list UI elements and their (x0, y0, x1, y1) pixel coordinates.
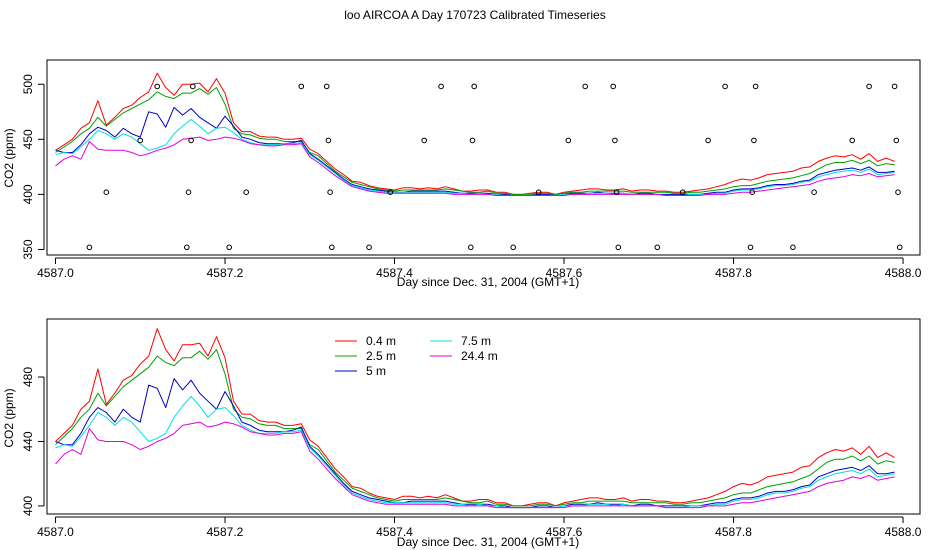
top-x-tick-label: 4588.0 (885, 266, 922, 280)
top-y-tick-label: 350 (21, 239, 35, 259)
top-marker-point (154, 83, 160, 90)
top-marker-point (679, 189, 686, 195)
bottom-y-tick-label: 440 (21, 431, 35, 451)
top-panel: 4587.0 4587.2 4587.4 4587.6 4587.8 4588.0 350… (2, 59, 922, 289)
top-marker-point (185, 189, 192, 195)
top-marker-point (849, 137, 856, 144)
top-marker-point (751, 137, 757, 144)
top-marker-point (896, 244, 903, 251)
top-marker-point (421, 137, 428, 144)
top-markers-group (86, 83, 903, 251)
top-marker-point (749, 189, 756, 195)
top-plot-frame (46, 59, 921, 256)
top-y-tick-label: 450 (21, 129, 35, 149)
bottom-x-tick-label: 4587.0 (37, 525, 74, 539)
top-marker-point (705, 137, 711, 144)
top-marker-point (226, 244, 232, 251)
bottom-plot-frame (46, 318, 921, 515)
top-marker-point (722, 83, 728, 90)
top-marker-point (535, 189, 542, 195)
top-x-tick-label: 4587.6 (546, 266, 583, 280)
top-marker-point (329, 244, 335, 251)
top-series-line-5-m (55, 106, 895, 196)
top-marker-point (752, 83, 759, 90)
bottom-x-tick-label: 4588.0 (885, 525, 922, 539)
bottom-x-tick-label: 4587.2 (207, 525, 244, 539)
chart-title: loo AIRCOA A Day 170723 Calibrated Times… (344, 8, 605, 22)
bottom-y-tick-label: 480 (21, 367, 35, 387)
bottom-x-tick-label: 4587.4 (376, 525, 413, 539)
top-series-line-2-5-m (55, 87, 895, 195)
legend-label-2-5m: 2.5 m (366, 349, 396, 363)
top-marker-point (468, 244, 474, 251)
top-marker-point (654, 244, 661, 251)
legend-label-5m: 5 m (366, 364, 386, 378)
top-y-tick-label: 400 (21, 184, 35, 204)
legend: 0.4 m 2.5 m 5 m 7.5 m 24.4 m (335, 334, 498, 378)
top-marker-point (327, 189, 333, 195)
top-marker-point (103, 189, 110, 195)
top-x-tick-label: 4587.4 (376, 266, 413, 280)
legend-label-24-4m: 24.4 m (461, 349, 498, 363)
top-marker-point (366, 244, 372, 251)
bottom-x-tick-label: 4587.6 (546, 525, 583, 539)
bottom-y-axis-label: CO2 (ppm) (2, 388, 16, 447)
top-marker-point (612, 137, 618, 144)
top-marker-point (190, 83, 196, 90)
top-marker-point (893, 137, 900, 144)
legend-label-0-4m: 0.4 m (366, 334, 396, 348)
bottom-series-line-2-5-m (55, 349, 895, 507)
top-marker-point (243, 189, 249, 195)
top-marker-point (184, 244, 190, 251)
top-x-tick-label: 4587.0 (37, 266, 74, 280)
top-marker-point (298, 83, 305, 90)
top-marker-point (613, 189, 620, 195)
top-marker-point (610, 83, 617, 90)
bottom-x-tick-label: 4587.8 (715, 525, 752, 539)
top-marker-point (866, 83, 872, 90)
top-marker-point (582, 83, 589, 90)
top-marker-point (438, 83, 444, 90)
bottom-y-tick-label: 400 (21, 496, 35, 516)
top-marker-point (471, 83, 478, 90)
top-marker-point (891, 83, 898, 90)
bottom-x-axis-label: Day since Dec. 31, 2004 (GMT+1) (397, 535, 579, 549)
bottom-series-group (55, 328, 895, 509)
bottom-y-axis: 400 440 480 (21, 367, 45, 516)
bottom-series-line-5-m (55, 378, 895, 509)
top-y-tick-label: 500 (21, 74, 35, 94)
bottom-series-line-0-4-m (55, 328, 895, 507)
top-y-axis: 350 400 450 500 (21, 74, 45, 260)
top-marker-point (510, 244, 517, 251)
top-marker-point (469, 137, 476, 144)
top-x-tick-label: 4587.8 (715, 266, 752, 280)
top-marker-point (790, 244, 796, 251)
bottom-x-axis: 4587.0 4587.2 4587.4 4587.6 4587.8 4588.0 (37, 516, 922, 539)
top-marker-point (137, 137, 143, 144)
top-x-axis-label: Day since Dec. 31, 2004 (GMT+1) (397, 275, 579, 289)
top-marker-point (188, 137, 194, 144)
legend-label-7-5m: 7.5 m (461, 334, 491, 348)
top-series-line-0-4-m (55, 72, 895, 195)
top-marker-point (86, 244, 93, 251)
top-marker-point (615, 244, 622, 251)
top-marker-point (747, 244, 754, 251)
bottom-series-line-7-5-m (55, 395, 895, 509)
bottom-series-line-24-4-m (55, 421, 895, 509)
top-marker-point (325, 137, 332, 144)
top-marker-point (565, 137, 572, 144)
top-marker-point (387, 189, 394, 195)
top-marker-point (811, 189, 817, 195)
top-series-line-7-5-m (55, 119, 895, 196)
top-marker-point (323, 83, 330, 90)
top-x-axis: 4587.0 4587.2 4587.4 4587.6 4587.8 4588.0 (37, 257, 922, 280)
top-marker-point (895, 189, 901, 195)
top-series-group (55, 72, 895, 196)
bottom-panel: 4587.0 4587.2 4587.4 4587.6 4587.8 4588.0 400… (2, 318, 922, 549)
top-x-tick-label: 4587.2 (207, 266, 244, 280)
top-y-axis-label: CO2 (ppm) (2, 128, 16, 187)
